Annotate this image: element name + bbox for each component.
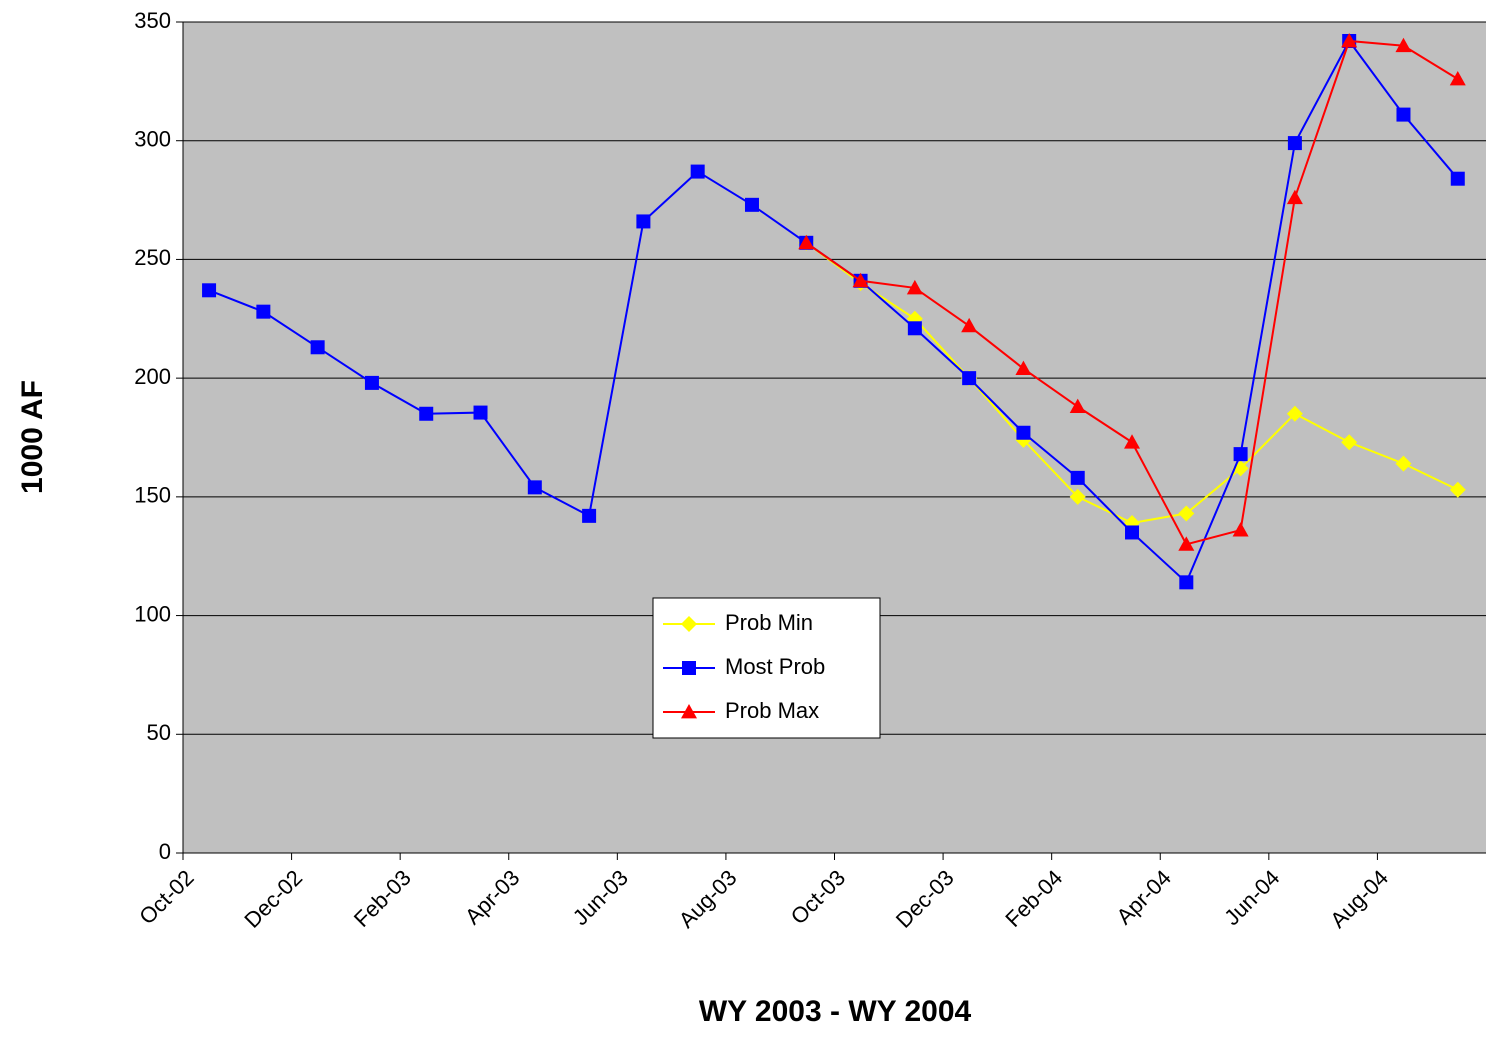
marker — [1341, 434, 1358, 451]
x-tick-label: Feb-04 — [1000, 865, 1067, 932]
x-tick-label: Aug-03 — [674, 865, 742, 933]
marker — [1232, 522, 1249, 537]
marker — [798, 234, 815, 250]
legend-marker — [681, 704, 697, 719]
legend-marker — [682, 661, 696, 675]
marker — [1449, 70, 1466, 86]
marker — [1286, 405, 1303, 422]
marker — [256, 304, 271, 319]
x-tick-label: Dec-02 — [239, 865, 307, 933]
marker — [1124, 434, 1141, 449]
marker — [1449, 481, 1466, 498]
y-tick-label: 0 — [159, 839, 171, 864]
legend-label: Most Prob — [725, 654, 825, 679]
marker — [906, 279, 923, 295]
marker — [744, 197, 759, 212]
marker — [1450, 171, 1465, 186]
y-tick-label: 300 — [134, 127, 171, 152]
x-tick-label: Apr-03 — [460, 865, 524, 929]
marker — [961, 317, 978, 333]
x-tick-label: Oct-03 — [786, 865, 850, 929]
marker — [582, 508, 597, 523]
marker — [1395, 37, 1412, 53]
marker — [1287, 136, 1302, 151]
marker — [907, 321, 922, 336]
marker — [310, 340, 325, 355]
marker — [1125, 525, 1140, 540]
x-tick-label: Oct-02 — [134, 865, 198, 929]
marker — [852, 272, 869, 288]
y-tick-label: 250 — [134, 245, 171, 270]
marker — [1396, 107, 1411, 122]
marker — [1016, 425, 1031, 440]
x-tick-label: Aug-04 — [1325, 865, 1393, 933]
marker — [419, 406, 434, 421]
legend-label: Prob Min — [725, 610, 813, 635]
marker — [1178, 505, 1195, 522]
x-tick-label: Jun-04 — [1219, 865, 1284, 930]
marker — [1286, 189, 1303, 205]
marker — [473, 405, 488, 420]
marker — [202, 283, 217, 298]
marker — [1341, 32, 1358, 48]
marker — [1178, 536, 1195, 551]
marker — [1179, 575, 1194, 590]
y-tick-label: 50 — [147, 720, 171, 745]
marker — [1395, 455, 1412, 472]
marker — [364, 375, 379, 390]
marker — [1069, 488, 1086, 505]
marker — [1233, 447, 1248, 462]
marker — [527, 480, 542, 495]
y-tick-label: 350 — [134, 8, 171, 33]
marker — [636, 214, 651, 229]
x-tick-label: Jun-03 — [568, 865, 633, 930]
x-tick-label: Dec-03 — [891, 865, 959, 933]
y-tick-label: 150 — [134, 483, 171, 508]
x-axis-title: WY 2003 - WY 2004 — [699, 995, 972, 1028]
marker — [962, 371, 977, 386]
y-axis-title: 1000 AF — [16, 380, 49, 494]
legend-label: Prob Max — [725, 698, 819, 723]
marker — [1070, 470, 1085, 485]
marker — [1015, 360, 1032, 376]
marker — [1069, 398, 1086, 414]
x-tick-label: Feb-03 — [349, 865, 416, 932]
x-tick-label: Apr-04 — [1112, 865, 1176, 929]
y-tick-label: 100 — [134, 601, 171, 626]
legend-marker — [681, 616, 697, 632]
marker — [690, 164, 705, 179]
y-tick-label: 200 — [134, 364, 171, 389]
